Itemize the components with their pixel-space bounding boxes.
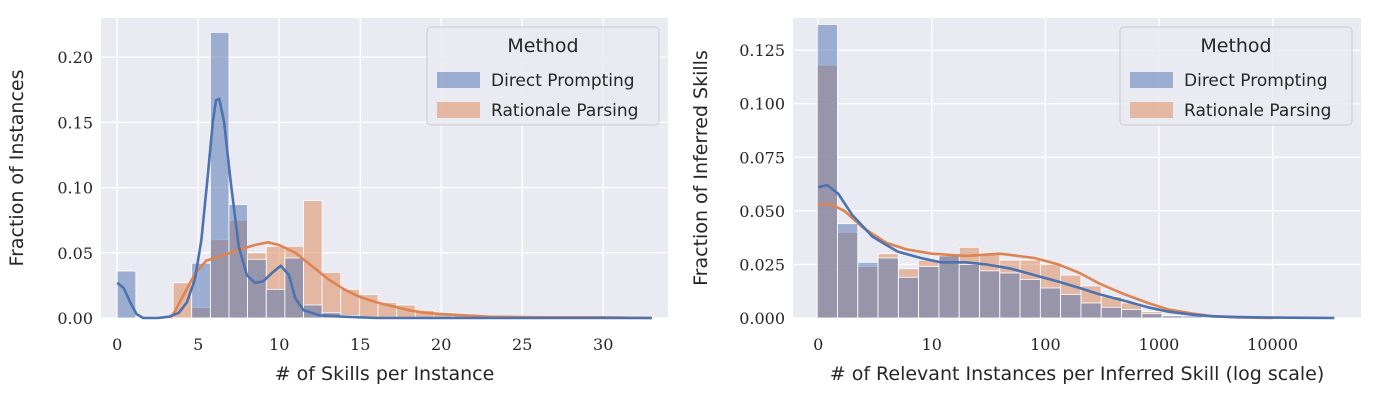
histogram-bar bbox=[958, 264, 980, 319]
histogram-bar bbox=[1039, 287, 1062, 319]
histogram-bar bbox=[228, 204, 249, 319]
y-tick-label: 0.075 bbox=[739, 148, 785, 167]
kde-line-direct-prompting bbox=[817, 183, 1335, 320]
chart-relevant-instances-per-skill: 0 10 100 1000 10000 0.000 0.025 0.050 0.075 0.100… bbox=[690, 18, 1361, 385]
histogram-bar bbox=[999, 272, 1021, 319]
x-axis-label: # of Skills per Instance bbox=[275, 363, 495, 385]
chart-skills-per-instance: 0 5 10 15 20 25 30 0.00 0.05 0.10 0.15 0.20 # of Ski… bbox=[6, 18, 668, 385]
y-axis-label: Fraction of Instances bbox=[6, 70, 28, 267]
kde-line-direct-prompting bbox=[116, 97, 652, 320]
histogram-bar bbox=[247, 258, 267, 319]
legend-swatch-rationale-parsing bbox=[437, 102, 480, 118]
legend-entry: Direct Prompting bbox=[491, 71, 635, 91]
x-tick-label: 10 bbox=[922, 335, 942, 354]
histogram-bar bbox=[979, 270, 1001, 319]
y-tick-label: 0.050 bbox=[739, 202, 785, 221]
x-tick-label: 0 bbox=[813, 335, 823, 354]
y-tick-label: 0.10 bbox=[57, 179, 93, 198]
y-tick-label: 0.025 bbox=[739, 255, 785, 274]
histogram-bar bbox=[1100, 306, 1122, 319]
histogram-bar bbox=[1141, 313, 1163, 319]
y-tick-label: 0.125 bbox=[739, 41, 785, 60]
legend-entry: Rationale Parsing bbox=[1184, 101, 1331, 121]
legend-title: Method bbox=[507, 35, 578, 57]
y-tick-label: 0.00 bbox=[57, 309, 93, 328]
x-tick-label: 20 bbox=[431, 335, 451, 354]
histogram-bar bbox=[321, 271, 342, 319]
legend: Method Direct Prompting Rationale Parsing bbox=[426, 26, 660, 126]
kde-line-rationale-parsing bbox=[169, 241, 652, 320]
y-tick-label: 0.100 bbox=[739, 95, 785, 114]
y-tick-label: 0.05 bbox=[57, 244, 93, 263]
legend-title: Method bbox=[1200, 35, 1271, 57]
x-tick-label: 10000 bbox=[1247, 335, 1298, 354]
histogram-bar bbox=[877, 257, 899, 319]
y-axis-label: Fraction of Inferred Skills bbox=[690, 50, 712, 286]
x-tick-label: 10 bbox=[269, 335, 289, 354]
histogram-bar bbox=[284, 257, 304, 319]
histogram-bar bbox=[265, 288, 286, 319]
x-tick-label: 30 bbox=[593, 335, 613, 354]
histogram-bar bbox=[303, 200, 323, 319]
histogram-bar bbox=[191, 262, 211, 319]
legend-box bbox=[426, 26, 660, 126]
y-tick-label: 0.20 bbox=[57, 48, 93, 67]
histogram-bar bbox=[1060, 294, 1082, 319]
legend-swatch-direct-prompting bbox=[437, 72, 480, 88]
y-tick-label: 0.000 bbox=[739, 309, 785, 328]
histogram-bar bbox=[1121, 309, 1143, 319]
series-bars-direct-prompting bbox=[816, 24, 1285, 319]
legend-entry: Direct Prompting bbox=[1184, 71, 1328, 91]
x-tick-label: 100 bbox=[1030, 335, 1061, 354]
histogram-bar bbox=[837, 223, 859, 319]
x-tick-label: 0 bbox=[112, 335, 122, 354]
x-tick-label: 1000 bbox=[1139, 335, 1180, 354]
histogram-bar bbox=[897, 276, 920, 319]
y-tick-label: 0.15 bbox=[57, 113, 93, 132]
x-tick-label: 15 bbox=[350, 335, 370, 354]
legend-entry: Rationale Parsing bbox=[491, 101, 638, 121]
histogram-bar bbox=[1161, 315, 1183, 319]
histogram-bar bbox=[209, 31, 230, 319]
histogram-bar bbox=[1080, 302, 1102, 319]
histogram-bar bbox=[857, 261, 879, 319]
legend-box bbox=[1119, 26, 1353, 126]
legend-swatch-rationale-parsing bbox=[1130, 102, 1173, 118]
histogram-bar bbox=[816, 24, 838, 319]
histogram-bar bbox=[918, 266, 940, 319]
x-tick-label: 25 bbox=[512, 335, 532, 354]
legend-swatch-direct-prompting bbox=[1130, 72, 1173, 88]
histogram-bar bbox=[938, 255, 960, 319]
x-tick-label: 5 bbox=[193, 335, 203, 354]
legend: Method Direct Prompting Rationale Parsing bbox=[1119, 26, 1353, 126]
histogram-bar bbox=[1019, 279, 1041, 319]
x-axis-label: # of Relevant Instances per Inferred Ski… bbox=[830, 363, 1325, 385]
